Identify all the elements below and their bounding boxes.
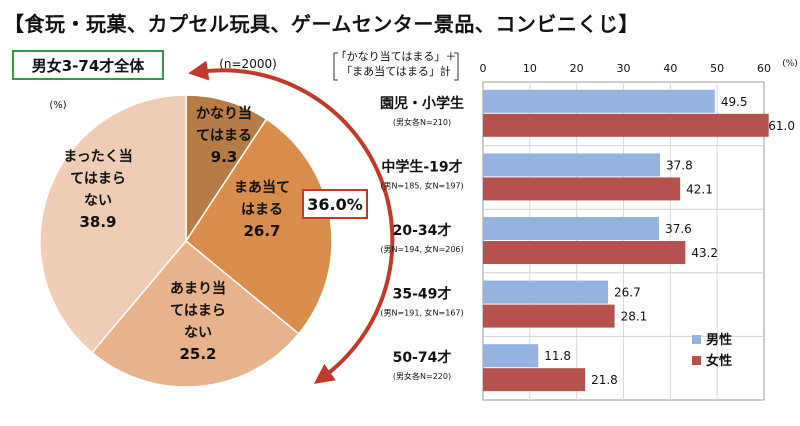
bar	[483, 113, 769, 137]
bar-axis-title: 「かなり当てはまる」＋	[336, 49, 457, 63]
bar-value-label: 61.0	[768, 119, 795, 133]
bar-value-label: 37.6	[665, 222, 692, 236]
legend-label: 男性	[706, 332, 732, 348]
category-sample-label: (男N=185, 女N=197)	[380, 180, 463, 190]
pie-value-label: 9.3	[211, 148, 238, 166]
bar	[483, 89, 715, 113]
bar	[483, 241, 686, 264]
bar-axis-title: 「まあ当てはまる」計	[341, 64, 451, 78]
pie-slice-label: ない	[184, 325, 212, 341]
pie-value-label: 25.2	[179, 345, 216, 363]
x-tick-label: 60	[757, 62, 771, 75]
pie-slice-label: てはまら	[170, 303, 226, 319]
pie-slice-label: てはまら	[70, 171, 126, 187]
bar	[483, 217, 660, 240]
pie-slice-label: まあ当て	[234, 179, 290, 196]
bar	[483, 177, 681, 201]
bar-value-label: 42.1	[686, 182, 713, 196]
bar-value-label: 43.2	[691, 246, 718, 260]
bar	[483, 368, 586, 392]
bar-value-label: 49.5	[721, 95, 748, 109]
category-sample-label: (男女各N=210)	[393, 117, 451, 127]
x-tick-label: 30	[617, 62, 631, 75]
bar	[483, 153, 661, 177]
category-label: 中学生-19才	[381, 158, 462, 175]
x-tick-label: 0	[480, 62, 487, 75]
bar-value-label: 28.1	[621, 310, 648, 324]
category-sample-label: (男女各N=220)	[393, 371, 451, 381]
legend-swatch	[692, 356, 701, 365]
pie-slice-label: あまり当	[170, 280, 226, 297]
legend-swatch	[692, 335, 701, 344]
group-label: 男女3-74才全体	[31, 56, 145, 75]
x-tick-label: 40	[663, 62, 677, 75]
bar	[483, 344, 539, 368]
pie-unit-label: (%)	[49, 100, 66, 111]
bar-value-label: 26.7	[614, 286, 641, 300]
legend-label: 女性	[706, 353, 732, 369]
bar-value-label: 37.8	[666, 158, 693, 172]
axis-title-bracket-right	[454, 52, 459, 81]
combined-share-box	[302, 189, 368, 219]
bar-value-label: 11.8	[544, 349, 571, 363]
pie-slice	[39, 94, 187, 354]
pie-value-label: 26.7	[243, 222, 280, 240]
x-tick-label: 20	[570, 62, 584, 75]
category-label: 20-34才	[393, 222, 452, 239]
combined-share-label: 36.0%	[307, 195, 363, 214]
category-label: 50-74才	[393, 349, 452, 366]
category-label: 35-49才	[393, 286, 452, 303]
pie-slice-label: まったく当	[63, 148, 132, 165]
page-title: 【食玩・玩菓、カプセル玩具、ゲームセンター景品、コンビニくじ】	[4, 12, 639, 36]
category-label: 園児・小学生	[380, 95, 464, 112]
pie-slice-label: はまる	[241, 202, 283, 218]
category-sample-label: (男N=191, 女N=167)	[380, 308, 463, 318]
x-tick-label: 10	[523, 62, 537, 75]
bar-unit-label: (%)	[782, 59, 798, 69]
x-tick-label: 50	[710, 62, 724, 75]
group-label-box: 男女3-74才全体	[12, 50, 164, 80]
pie-value-label: 38.9	[79, 213, 116, 231]
axis-title-bracket-left	[333, 52, 338, 81]
bar	[483, 304, 615, 328]
bar-value-label: 21.8	[591, 373, 618, 387]
bar	[483, 280, 609, 304]
combined-share-arrow	[188, 60, 395, 384]
pie-slice-label: ない	[84, 193, 112, 209]
pie-slice-label: かなり当	[196, 105, 252, 122]
pie-slice-label: てはまる	[196, 128, 252, 144]
category-sample-label: (男N=194, 女N=206)	[380, 244, 463, 254]
